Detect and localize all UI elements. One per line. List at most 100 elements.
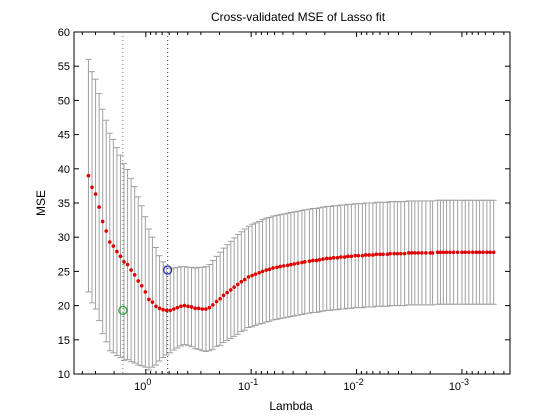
y-tick-label: 35 bbox=[58, 198, 70, 210]
mse-point bbox=[346, 254, 350, 259]
mse-point bbox=[460, 250, 464, 255]
min-mse-marker bbox=[163, 265, 173, 275]
mse-point bbox=[122, 260, 126, 264]
mse-point bbox=[214, 299, 219, 304]
mse-point bbox=[260, 269, 265, 274]
mse-point bbox=[239, 279, 244, 284]
mse-point bbox=[420, 251, 424, 255]
mse-point bbox=[125, 262, 130, 267]
mse-point bbox=[207, 305, 212, 310]
mse-point bbox=[264, 268, 269, 272]
highlight-markers bbox=[118, 265, 173, 316]
mse-point bbox=[430, 251, 435, 255]
x-tick-label: 100 bbox=[134, 377, 151, 393]
y-tick-label: 25 bbox=[58, 266, 70, 278]
mse-point bbox=[300, 260, 304, 265]
mse-point bbox=[302, 260, 307, 264]
mse-point bbox=[367, 253, 371, 257]
mse-point bbox=[481, 250, 485, 255]
x-axis-label: Lambda bbox=[269, 399, 313, 413]
mse-point bbox=[455, 250, 460, 255]
mse-point bbox=[242, 277, 247, 282]
mse-point bbox=[331, 255, 336, 260]
y-tick-label: 15 bbox=[58, 335, 70, 347]
mse-point bbox=[356, 253, 361, 258]
mse-point bbox=[413, 251, 417, 255]
mse-point bbox=[136, 279, 141, 283]
mse-point bbox=[229, 288, 233, 292]
mse-point bbox=[211, 303, 215, 307]
mse-point bbox=[278, 264, 283, 269]
mse-point bbox=[335, 255, 340, 260]
mse-point bbox=[435, 250, 440, 255]
mse-point bbox=[342, 255, 347, 259]
mse-point bbox=[204, 307, 208, 311]
mse-point bbox=[161, 307, 165, 312]
mse-point bbox=[385, 252, 390, 257]
mse-point bbox=[232, 285, 236, 289]
y-tick-label: 40 bbox=[58, 164, 70, 176]
mse-point bbox=[416, 251, 421, 255]
mse-point bbox=[321, 257, 325, 261]
y-tick-label: 20 bbox=[58, 301, 70, 313]
mse-point bbox=[225, 290, 229, 295]
mse-point bbox=[399, 251, 403, 256]
mse-point bbox=[392, 251, 396, 256]
mse-point bbox=[182, 303, 187, 308]
mse-point bbox=[90, 185, 94, 190]
mse-point bbox=[150, 300, 155, 304]
mse-point bbox=[470, 250, 475, 255]
mse-point bbox=[235, 282, 240, 287]
mse-point bbox=[307, 259, 312, 263]
mse-point bbox=[467, 250, 471, 255]
mse-point bbox=[172, 307, 176, 311]
y-tick-label: 55 bbox=[58, 61, 70, 73]
y-tick-label: 60 bbox=[58, 27, 70, 39]
mse-point bbox=[474, 250, 479, 255]
mse-point bbox=[104, 229, 109, 233]
mse-point bbox=[107, 240, 112, 244]
mse-point bbox=[381, 252, 385, 257]
mse-point bbox=[250, 273, 254, 278]
mse-point bbox=[378, 252, 382, 257]
mse-point bbox=[93, 192, 98, 196]
mse-point bbox=[438, 250, 443, 255]
chart-title: Cross-validated MSE of Lasso fit bbox=[211, 10, 386, 24]
mse-point bbox=[129, 268, 133, 272]
y-tick-label: 45 bbox=[58, 130, 70, 142]
y-tick-label: 30 bbox=[58, 232, 70, 244]
mse-point bbox=[448, 250, 452, 255]
mse-point bbox=[168, 308, 173, 313]
mse-point bbox=[267, 267, 272, 272]
mse-point bbox=[388, 251, 392, 256]
reference-lines bbox=[122, 32, 169, 374]
mse-point bbox=[485, 250, 489, 255]
mse-point bbox=[328, 256, 332, 261]
mse-point bbox=[164, 308, 169, 313]
mse-point bbox=[111, 244, 116, 248]
mse-point bbox=[189, 305, 194, 309]
mse-point bbox=[179, 304, 183, 309]
mse-point bbox=[424, 251, 428, 255]
plot-frame bbox=[73, 31, 511, 375]
mse-point bbox=[363, 253, 368, 257]
y-axis-ticks: 10 15 20 25 30 35 40 45 50 55 60 bbox=[58, 27, 510, 381]
mse-point bbox=[395, 251, 400, 256]
mse-point bbox=[441, 250, 446, 255]
mse-point bbox=[317, 257, 322, 262]
mse-point bbox=[444, 250, 449, 255]
mse-point bbox=[257, 270, 261, 275]
mse-point bbox=[282, 264, 286, 268]
y-axis-label: MSE bbox=[34, 190, 48, 216]
mse-point bbox=[143, 290, 148, 294]
mse-point bbox=[409, 251, 414, 255]
mse-point bbox=[292, 262, 297, 266]
mse-point bbox=[175, 305, 180, 310]
mse-point bbox=[406, 251, 411, 255]
x-axis-ticks: 100 10-1 10-2 10-3 bbox=[81, 32, 505, 393]
y-tick-label: 10 bbox=[58, 369, 70, 381]
mse-point bbox=[463, 250, 468, 255]
mse-point bbox=[285, 263, 290, 268]
mse-point bbox=[353, 253, 358, 258]
